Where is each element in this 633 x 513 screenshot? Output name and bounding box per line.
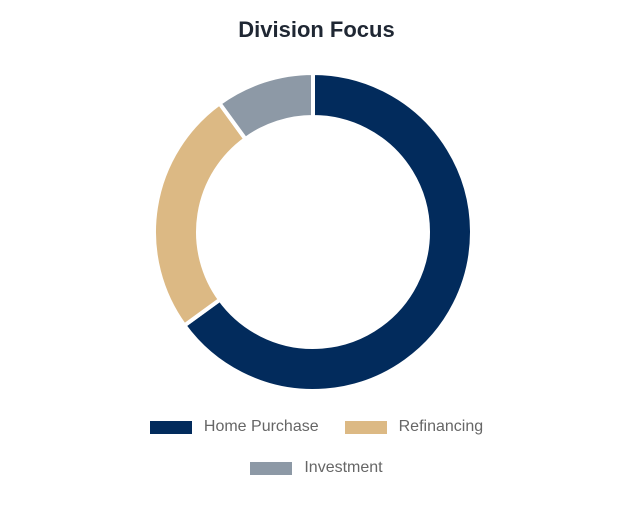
legend-label-home-purchase: Home Purchase: [203, 418, 319, 435]
legend-row-1: Home Purchase Refinancing: [0, 418, 633, 436]
legend-swatch-refinancing: [344, 420, 387, 434]
slice-home-purchase[interactable]: [181, 70, 474, 393]
slice-refinancing[interactable]: [152, 100, 249, 329]
legend-item-investment[interactable]: Investment: [250, 459, 383, 477]
doughnut-slices: [152, 70, 474, 393]
legend-item-refinancing[interactable]: Refinancing: [344, 418, 484, 436]
legend-label-refinancing: Refinancing: [398, 418, 484, 435]
legend-swatch-home-purchase: [149, 420, 192, 434]
legend-item-home-purchase[interactable]: Home Purchase: [149, 418, 319, 436]
slice-investment[interactable]: [216, 70, 315, 142]
legend-swatch-investment: [250, 461, 293, 475]
legend-label-investment: Investment: [304, 459, 383, 476]
legend-row-2: Investment: [0, 459, 633, 477]
chart-title: Division Focus: [238, 17, 395, 42]
